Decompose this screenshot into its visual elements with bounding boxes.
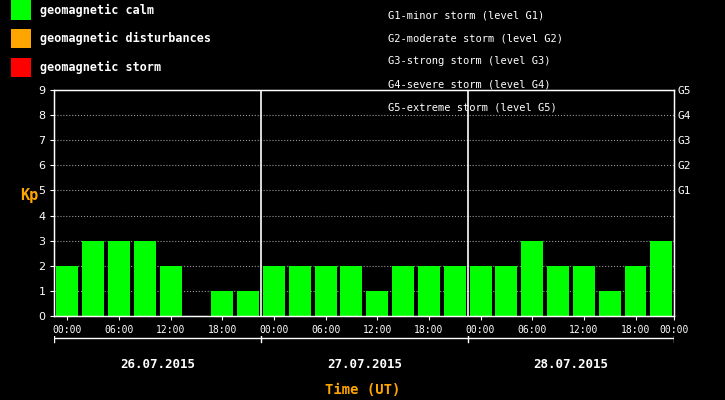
Bar: [650, 241, 672, 316]
Text: 27.07.2015: 27.07.2015: [327, 358, 402, 370]
Bar: [57, 266, 78, 316]
Bar: [82, 241, 104, 316]
Text: Time (UT): Time (UT): [325, 383, 400, 397]
Bar: [573, 266, 594, 316]
Y-axis label: Kp: Kp: [20, 188, 38, 203]
Bar: [211, 291, 233, 316]
Bar: [547, 266, 569, 316]
Bar: [237, 291, 259, 316]
Text: geomagnetic storm: geomagnetic storm: [40, 61, 161, 74]
Bar: [134, 241, 156, 316]
Text: 28.07.2015: 28.07.2015: [534, 358, 608, 370]
Bar: [108, 241, 130, 316]
Text: G2-moderate storm (level G2): G2-moderate storm (level G2): [388, 33, 563, 43]
Bar: [315, 266, 336, 316]
Bar: [495, 266, 518, 316]
Text: G1-minor storm (level G1): G1-minor storm (level G1): [388, 10, 544, 20]
Bar: [392, 266, 414, 316]
Text: geomagnetic disturbances: geomagnetic disturbances: [40, 32, 211, 45]
Bar: [341, 266, 362, 316]
Bar: [418, 266, 440, 316]
Text: G4-severe storm (level G4): G4-severe storm (level G4): [388, 80, 550, 90]
Text: G5-extreme storm (level G5): G5-extreme storm (level G5): [388, 103, 557, 113]
Text: G3-strong storm (level G3): G3-strong storm (level G3): [388, 56, 550, 66]
Bar: [289, 266, 311, 316]
Bar: [444, 266, 465, 316]
Bar: [160, 266, 181, 316]
Bar: [263, 266, 285, 316]
Text: 26.07.2015: 26.07.2015: [120, 358, 195, 370]
Bar: [521, 241, 543, 316]
Bar: [624, 266, 647, 316]
Bar: [599, 291, 621, 316]
Text: geomagnetic calm: geomagnetic calm: [40, 4, 154, 16]
Bar: [470, 266, 492, 316]
Bar: [366, 291, 388, 316]
